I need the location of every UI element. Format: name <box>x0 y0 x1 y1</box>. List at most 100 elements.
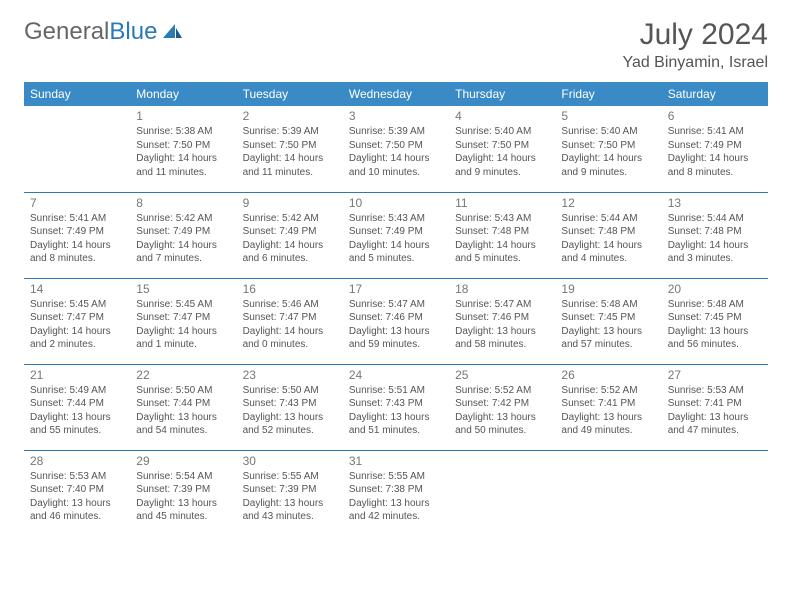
empty-cell <box>449 450 555 536</box>
day-info: Sunrise: 5:45 AMSunset: 7:47 PMDaylight:… <box>136 298 230 352</box>
day-number: 23 <box>243 368 337 382</box>
sunset-text: Sunset: 7:46 PM <box>349 311 443 325</box>
day-cell: 8Sunrise: 5:42 AMSunset: 7:49 PMDaylight… <box>130 192 236 278</box>
day-info: Sunrise: 5:51 AMSunset: 7:43 PMDaylight:… <box>349 384 443 438</box>
sunrise-text: Sunrise: 5:42 AM <box>243 212 337 226</box>
day-cell: 31Sunrise: 5:55 AMSunset: 7:38 PMDayligh… <box>343 450 449 536</box>
week-row: 7 Sunrise: 5:41 AMSunset: 7:49 PMDaylight… <box>24 192 768 278</box>
day-info: Sunrise: 5:50 AMSunset: 7:43 PMDaylight:… <box>243 384 337 438</box>
day-cell: 10 Sunrise: 5:43 AMSunset: 7:49 PMDayligh… <box>343 192 449 278</box>
day-cell: 21Sunrise: 5:49 AMSunset: 7:44 PMDayligh… <box>24 364 130 450</box>
day-cell: 26 Sunrise: 5:52 AMSunset: 7:41 PMDayligh… <box>555 364 661 450</box>
day-info: Sunrise: 5:46 AMSunset: 7:47 PMDaylight:… <box>243 298 337 352</box>
sunrise-text: Sunrise: 5:48 AM <box>668 298 762 312</box>
logo: GeneralBlue <box>24 18 183 46</box>
sunrise-text: Sunrise: 5:52 AM <box>561 384 655 398</box>
sunrise-text: Sunrise: 5:45 AM <box>30 298 124 312</box>
day-info: Sunrise: 5:41 AMSunset: 7:49 PMDaylight:… <box>30 212 124 266</box>
sunset-text: Sunset: 7:39 PM <box>243 483 337 497</box>
sunset-text: Sunset: 7:44 PM <box>30 397 124 411</box>
sunrise-text: Sunrise: 5:38 AM <box>136 125 230 139</box>
day-number: 26 <box>561 368 655 382</box>
daylight-text: Daylight: 14 hours and 9 minutes. <box>561 152 655 179</box>
day-cell: 19Sunrise: 5:48 AMSunset: 7:45 PMDayligh… <box>555 278 661 364</box>
logo-part1: General <box>24 18 109 45</box>
sunrise-text: Sunrise: 5:41 AM <box>668 125 762 139</box>
day-number: 20 <box>668 282 762 296</box>
sunrise-text: Sunrise: 5:55 AM <box>243 470 337 484</box>
daylight-text: Daylight: 13 hours and 55 minutes. <box>30 411 124 438</box>
day-cell: 29Sunrise: 5:54 AMSunset: 7:39 PMDayligh… <box>130 450 236 536</box>
sunset-text: Sunset: 7:49 PM <box>349 225 443 239</box>
sunset-text: Sunset: 7:48 PM <box>561 225 655 239</box>
daylight-text: Daylight: 14 hours and 9 minutes. <box>455 152 549 179</box>
sunset-text: Sunset: 7:48 PM <box>668 225 762 239</box>
daylight-text: Daylight: 13 hours and 46 minutes. <box>30 497 124 524</box>
sunset-text: Sunset: 7:40 PM <box>30 483 124 497</box>
day-cell: 22Sunrise: 5:50 AMSunset: 7:44 PMDayligh… <box>130 364 236 450</box>
day-number: 4 <box>455 109 549 123</box>
day-number: 12 <box>561 196 655 210</box>
calendar-body: 1 Sunrise: 5:38 AMSunset: 7:50 PMDaylight… <box>24 106 768 536</box>
sunset-text: Sunset: 7:46 PM <box>455 311 549 325</box>
daylight-text: Daylight: 14 hours and 7 minutes. <box>136 239 230 266</box>
title-block: July 2024 Yad Binyamin, Israel <box>622 18 768 72</box>
calendar-table: SundayMondayTuesdayWednesdayThursdayFrid… <box>24 82 768 536</box>
sunset-text: Sunset: 7:43 PM <box>349 397 443 411</box>
day-number: 21 <box>30 368 124 382</box>
day-info: Sunrise: 5:39 AMSunset: 7:50 PMDaylight:… <box>243 125 337 179</box>
daylight-text: Daylight: 14 hours and 5 minutes. <box>349 239 443 266</box>
daylight-text: Daylight: 14 hours and 10 minutes. <box>349 152 443 179</box>
day-number: 3 <box>349 109 443 123</box>
day-number: 13 <box>668 196 762 210</box>
sunset-text: Sunset: 7:47 PM <box>243 311 337 325</box>
day-cell: 20Sunrise: 5:48 AMSunset: 7:45 PMDayligh… <box>662 278 768 364</box>
sunrise-text: Sunrise: 5:43 AM <box>349 212 443 226</box>
sunset-text: Sunset: 7:41 PM <box>668 397 762 411</box>
day-info: Sunrise: 5:38 AMSunset: 7:50 PMDaylight:… <box>136 125 230 179</box>
day-info: Sunrise: 5:39 AMSunset: 7:50 PMDaylight:… <box>349 125 443 179</box>
daylight-text: Daylight: 13 hours and 59 minutes. <box>349 325 443 352</box>
day-info: Sunrise: 5:53 AMSunset: 7:41 PMDaylight:… <box>668 384 762 438</box>
day-cell: 1 Sunrise: 5:38 AMSunset: 7:50 PMDaylight… <box>130 106 236 192</box>
day-cell: 12Sunrise: 5:44 AMSunset: 7:48 PMDayligh… <box>555 192 661 278</box>
sunrise-text: Sunrise: 5:47 AM <box>455 298 549 312</box>
day-info: Sunrise: 5:44 AMSunset: 7:48 PMDaylight:… <box>668 212 762 266</box>
sunset-text: Sunset: 7:47 PM <box>136 311 230 325</box>
day-info: Sunrise: 5:43 AMSunset: 7:48 PMDaylight:… <box>455 212 549 266</box>
day-number: 6 <box>668 109 762 123</box>
sunset-text: Sunset: 7:43 PM <box>243 397 337 411</box>
daylight-text: Daylight: 14 hours and 4 minutes. <box>561 239 655 266</box>
day-number: 7 <box>30 196 124 210</box>
sunrise-text: Sunrise: 5:40 AM <box>561 125 655 139</box>
sunset-text: Sunset: 7:44 PM <box>136 397 230 411</box>
daylight-text: Daylight: 13 hours and 58 minutes. <box>455 325 549 352</box>
daylight-text: Daylight: 13 hours and 47 minutes. <box>668 411 762 438</box>
sunrise-text: Sunrise: 5:55 AM <box>349 470 443 484</box>
daylight-text: Daylight: 14 hours and 5 minutes. <box>455 239 549 266</box>
daylight-text: Daylight: 13 hours and 43 minutes. <box>243 497 337 524</box>
sail-icon <box>161 22 183 45</box>
day-number: 15 <box>136 282 230 296</box>
sunrise-text: Sunrise: 5:39 AM <box>349 125 443 139</box>
daylight-text: Daylight: 14 hours and 8 minutes. <box>668 152 762 179</box>
day-number: 24 <box>349 368 443 382</box>
day-cell: 27Sunrise: 5:53 AMSunset: 7:41 PMDayligh… <box>662 364 768 450</box>
daylight-text: Daylight: 14 hours and 3 minutes. <box>668 239 762 266</box>
day-cell: 3 Sunrise: 5:39 AMSunset: 7:50 PMDaylight… <box>343 106 449 192</box>
day-cell: 2Sunrise: 5:39 AMSunset: 7:50 PMDaylight… <box>237 106 343 192</box>
day-info: Sunrise: 5:40 AMSunset: 7:50 PMDaylight:… <box>561 125 655 179</box>
daylight-text: Daylight: 14 hours and 8 minutes. <box>30 239 124 266</box>
day-info: Sunrise: 5:42 AMSunset: 7:49 PMDaylight:… <box>243 212 337 266</box>
day-number: 1 <box>136 109 230 123</box>
day-info: Sunrise: 5:52 AMSunset: 7:41 PMDaylight:… <box>561 384 655 438</box>
daylight-text: Daylight: 13 hours and 42 minutes. <box>349 497 443 524</box>
day-info: Sunrise: 5:54 AMSunset: 7:39 PMDaylight:… <box>136 470 230 524</box>
day-number: 10 <box>349 196 443 210</box>
sunrise-text: Sunrise: 5:52 AM <box>455 384 549 398</box>
sunrise-text: Sunrise: 5:53 AM <box>668 384 762 398</box>
week-row: 1 Sunrise: 5:38 AMSunset: 7:50 PMDaylight… <box>24 106 768 192</box>
week-row: 21Sunrise: 5:49 AMSunset: 7:44 PMDayligh… <box>24 364 768 450</box>
day-number: 22 <box>136 368 230 382</box>
day-number: 9 <box>243 196 337 210</box>
